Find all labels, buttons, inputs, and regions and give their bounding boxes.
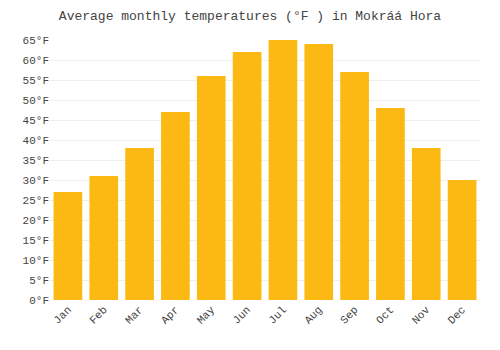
svg-text:Nov: Nov	[410, 304, 433, 327]
svg-text:35°F: 35°F	[23, 155, 49, 167]
svg-text:Feb: Feb	[87, 304, 109, 326]
svg-text:Aug: Aug	[302, 304, 324, 326]
svg-text:Dec: Dec	[446, 304, 468, 326]
svg-text:30°F: 30°F	[23, 175, 49, 187]
svg-text:40°F: 40°F	[23, 135, 49, 147]
svg-text:Sep: Sep	[338, 304, 360, 326]
svg-text:0°F: 0°F	[29, 295, 49, 307]
svg-text:5°F: 5°F	[29, 275, 49, 287]
svg-text:Oct: Oct	[374, 304, 396, 326]
svg-text:Jun: Jun	[231, 304, 253, 326]
svg-text:20°F: 20°F	[23, 215, 49, 227]
svg-text:Jul: Jul	[266, 304, 288, 326]
svg-text:60°F: 60°F	[23, 55, 49, 67]
svg-text:May: May	[195, 304, 218, 327]
svg-text:15°F: 15°F	[23, 235, 49, 247]
svg-text:Jan: Jan	[51, 304, 73, 326]
svg-text:10°F: 10°F	[23, 255, 49, 267]
svg-text:Mar: Mar	[123, 304, 145, 326]
svg-text:Apr: Apr	[159, 304, 181, 326]
svg-text:55°F: 55°F	[23, 75, 49, 87]
svg-text:65°F: 65°F	[23, 35, 49, 47]
svg-text:Average monthly temperatures (: Average monthly temperatures (°F ) in Mo…	[59, 9, 441, 24]
svg-text:50°F: 50°F	[23, 95, 49, 107]
svg-text:45°F: 45°F	[23, 115, 49, 127]
svg-text:25°F: 25°F	[23, 195, 49, 207]
